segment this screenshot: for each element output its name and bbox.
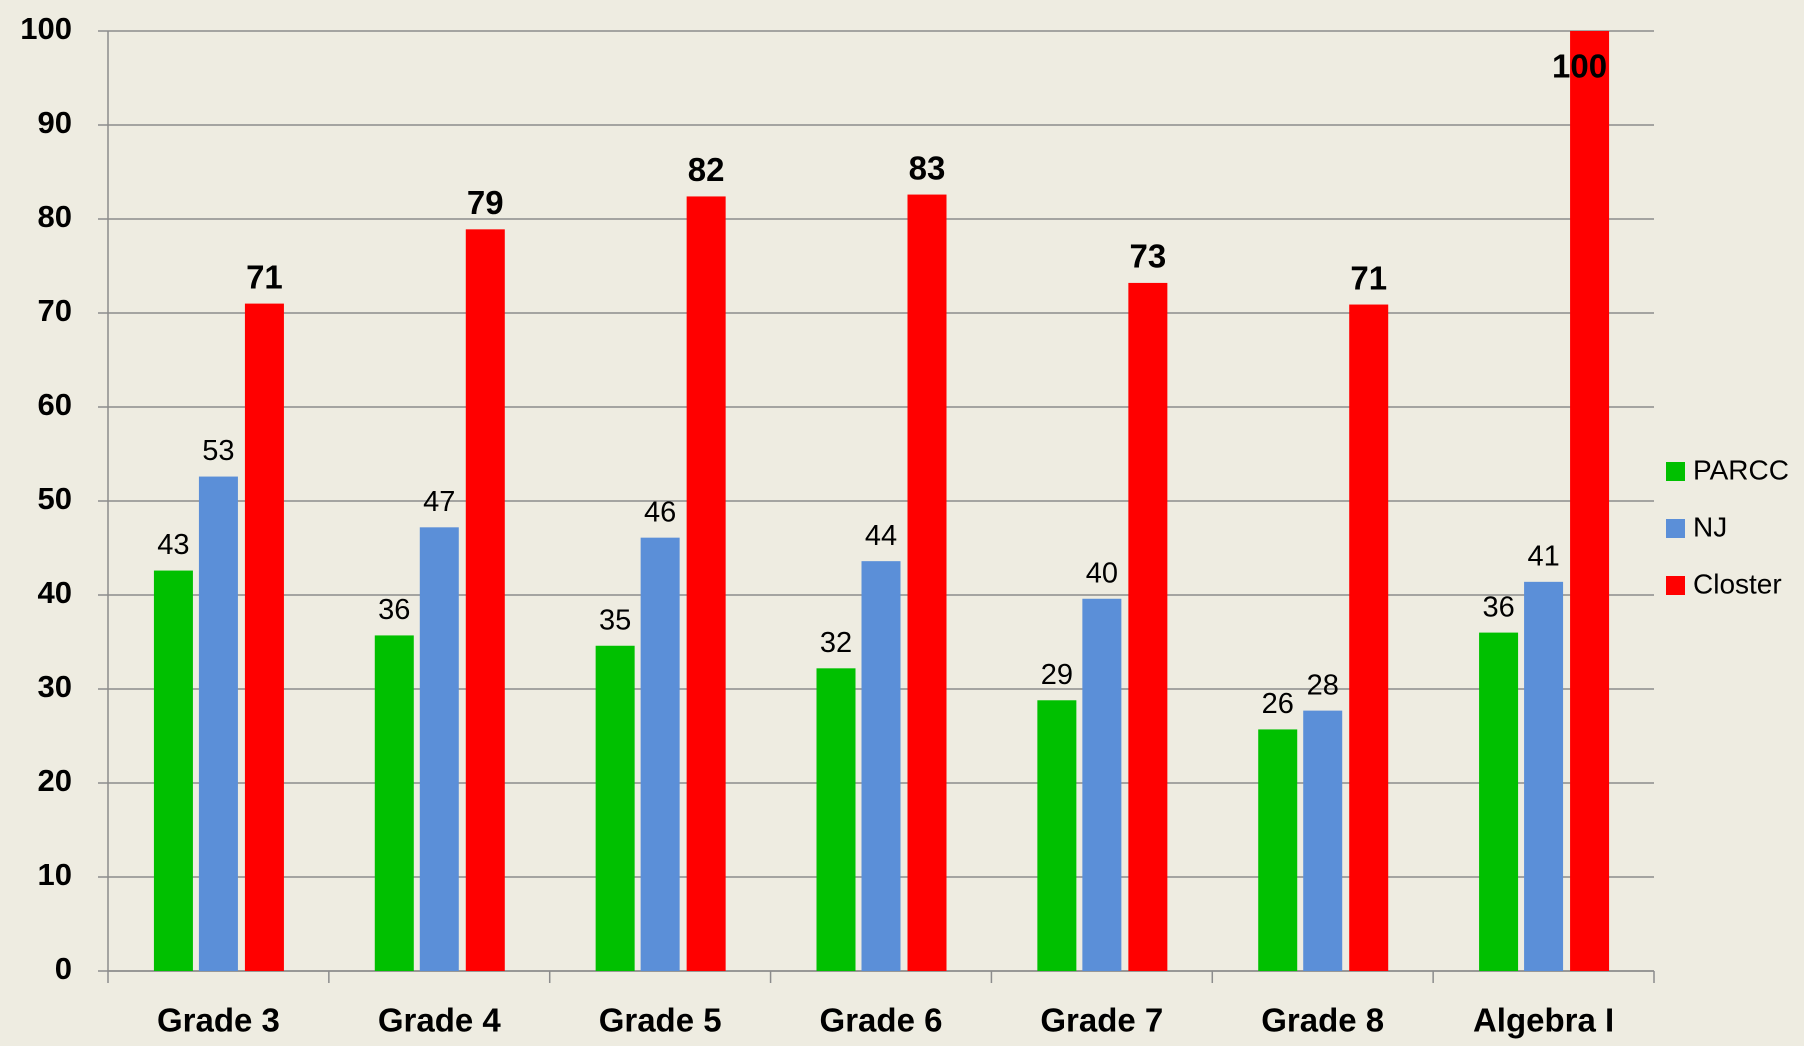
data-label: 26 xyxy=(1262,688,1294,720)
bar xyxy=(153,570,193,971)
data-label: 83 xyxy=(909,149,946,186)
y-tick-label: 0 xyxy=(55,951,72,986)
x-tick-label: Grade 4 xyxy=(378,1002,502,1039)
bar xyxy=(686,196,726,971)
bar xyxy=(465,229,505,972)
y-tick-label: 30 xyxy=(38,669,72,704)
data-label: 82 xyxy=(688,151,725,188)
y-tick-label: 50 xyxy=(38,481,72,516)
data-label: 79 xyxy=(467,184,504,221)
bar xyxy=(1128,282,1168,971)
bar xyxy=(244,303,284,972)
bar xyxy=(907,194,947,971)
data-label: 43 xyxy=(157,529,189,561)
bar xyxy=(1524,581,1564,971)
x-tick-label: Grade 8 xyxy=(1261,1002,1384,1039)
x-tick-label: Algebra I xyxy=(1473,1002,1614,1039)
bar xyxy=(861,561,901,971)
data-label: 46 xyxy=(644,496,676,528)
bar xyxy=(1479,632,1519,971)
bar xyxy=(816,668,856,971)
data-label: 44 xyxy=(865,520,897,552)
data-label: 41 xyxy=(1527,540,1559,572)
legend-swatch xyxy=(1666,462,1685,481)
bar xyxy=(1349,304,1389,971)
legend-label: NJ xyxy=(1693,511,1727,542)
data-label: 36 xyxy=(1482,591,1514,623)
bar xyxy=(1303,710,1343,971)
data-label: 29 xyxy=(1041,659,1073,691)
bar xyxy=(374,635,414,971)
legend-label: PARCC xyxy=(1693,454,1789,485)
bar xyxy=(419,527,459,971)
y-tick-label: 100 xyxy=(20,11,72,46)
x-tick-label: Grade 7 xyxy=(1040,1002,1163,1039)
y-tick-label: 20 xyxy=(38,763,72,798)
data-label: 36 xyxy=(378,594,410,626)
y-tick-label: 40 xyxy=(38,575,72,610)
y-tick-label: 90 xyxy=(38,105,72,140)
bar xyxy=(1037,700,1077,971)
legend-label: Closter xyxy=(1693,568,1782,599)
x-tick-label: Grade 5 xyxy=(599,1002,722,1039)
bar xyxy=(1082,598,1122,971)
x-tick-label: Grade 6 xyxy=(820,1002,943,1039)
bar xyxy=(595,645,635,971)
x-tick-label: Grade 3 xyxy=(157,1002,280,1039)
y-tick-label: 10 xyxy=(38,857,72,892)
data-label: 53 xyxy=(202,435,234,467)
data-label: 71 xyxy=(246,258,283,295)
data-label: 73 xyxy=(1129,238,1166,275)
y-tick-label: 70 xyxy=(38,293,72,328)
data-label: 32 xyxy=(820,627,852,659)
bar xyxy=(1570,31,1610,971)
data-label: 35 xyxy=(599,604,631,636)
data-label: 28 xyxy=(1307,669,1339,701)
y-tick-label: 60 xyxy=(38,387,72,422)
bar xyxy=(1258,729,1298,971)
y-tick-label: 80 xyxy=(38,199,72,234)
data-label: 100 xyxy=(1552,48,1607,85)
bar xyxy=(198,476,238,971)
data-label: 71 xyxy=(1350,259,1387,296)
bar xyxy=(640,537,680,971)
legend-swatch xyxy=(1666,519,1685,538)
data-label: 40 xyxy=(1086,557,1118,589)
data-label: 47 xyxy=(423,486,455,518)
legend-swatch xyxy=(1666,576,1685,595)
